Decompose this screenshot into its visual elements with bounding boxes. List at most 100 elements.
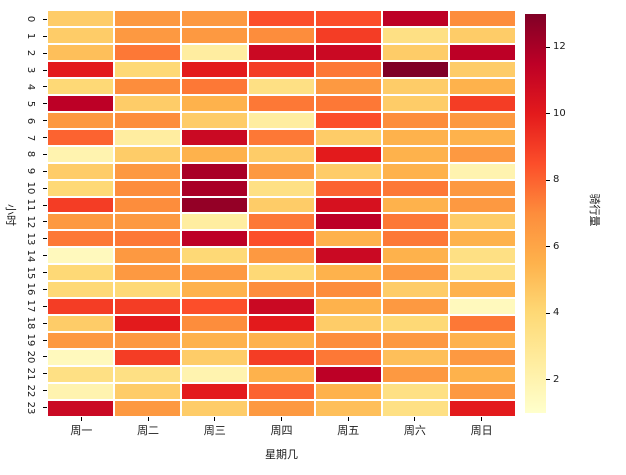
heatmap-cell <box>316 27 381 43</box>
heatmap-cell <box>115 180 180 196</box>
heatmap-cell <box>450 163 515 179</box>
heatmap-cell <box>383 180 448 196</box>
heatmap-cell <box>115 384 180 400</box>
y-tick-mark <box>43 35 47 37</box>
x-tick-label: 周二 <box>137 424 160 437</box>
y-tick-mark <box>43 153 47 155</box>
heatmap-cell <box>383 61 448 77</box>
heatmap-cell <box>316 333 381 349</box>
heatmap-cell <box>182 214 247 230</box>
heatmap-cell <box>182 231 247 247</box>
heatmap-cell <box>316 299 381 315</box>
heatmap-cell <box>450 248 515 264</box>
heatmap-cell <box>450 197 515 213</box>
heatmap-cell <box>450 180 515 196</box>
heatmap-cell <box>316 112 381 128</box>
heatmap-cell <box>316 367 381 383</box>
heatmap-cell <box>182 248 247 264</box>
y-tick-mark <box>43 356 47 358</box>
y-tick-mark <box>43 69 47 71</box>
heatmap-cell <box>48 44 113 60</box>
colorbar-title: 骑行量 <box>588 193 601 227</box>
heatmap-cell <box>48 299 113 315</box>
heatmap-cell <box>383 146 448 162</box>
heatmap-cell <box>450 61 515 77</box>
heatmap-cell <box>450 282 515 298</box>
heatmap-cell <box>450 299 515 315</box>
heatmap-cell <box>450 11 515 26</box>
heatmap-cell <box>115 333 180 349</box>
heatmap-cell <box>316 282 381 298</box>
heatmap-cell <box>182 61 247 77</box>
heatmap-cell <box>450 367 515 383</box>
colorbar-tick-mark <box>546 312 550 314</box>
y-tick-mark <box>43 103 47 105</box>
heatmap-cell <box>450 265 515 281</box>
colorbar-tick-mark <box>546 379 550 381</box>
heatmap-cell <box>182 180 247 196</box>
heatmap-cell <box>383 384 448 400</box>
y-tick-mark <box>43 255 47 257</box>
heatmap-cell <box>450 350 515 366</box>
heatmap-cell <box>115 112 180 128</box>
heatmap-cell <box>249 231 314 247</box>
heatmap-cell <box>316 248 381 264</box>
y-tick-mark <box>43 18 47 20</box>
heatmap-cell <box>383 350 448 366</box>
heatmap-cell <box>249 384 314 400</box>
heatmap-cell <box>182 11 247 26</box>
heatmap-cell <box>182 282 247 298</box>
heatmap-cell <box>383 112 448 128</box>
heatmap-cell <box>182 333 247 349</box>
heatmap-cell <box>316 95 381 111</box>
heatmap-cell <box>316 163 381 179</box>
heatmap-cell <box>182 299 247 315</box>
y-tick-mark <box>43 305 47 307</box>
heatmap-cell <box>316 129 381 145</box>
heatmap-cell <box>182 316 247 332</box>
heatmap-cell <box>115 214 180 230</box>
heatmap-cell <box>48 61 113 77</box>
heatmap-cell <box>316 146 381 162</box>
colorbar-tick-mark <box>546 113 550 115</box>
heatmap-cell <box>249 11 314 26</box>
heatmap-cell <box>48 78 113 94</box>
heatmap-cell <box>383 78 448 94</box>
heatmap-cell <box>249 248 314 264</box>
heatmap-cell <box>249 129 314 145</box>
colorbar-tick-mark <box>546 246 550 248</box>
heatmap-cell <box>115 265 180 281</box>
y-tick-mark <box>43 170 47 172</box>
heatmap-cell <box>383 367 448 383</box>
heatmap-cell <box>316 11 381 26</box>
colorbar-tick-mark <box>546 179 550 181</box>
heatmap-cell <box>383 129 448 145</box>
heatmap-cell <box>249 180 314 196</box>
heatmap-cell <box>316 231 381 247</box>
heatmap-cell <box>383 95 448 111</box>
heatmap-cell <box>115 95 180 111</box>
heatmap-cell <box>383 11 448 26</box>
heatmap-cell <box>316 78 381 94</box>
heatmap-cell <box>383 265 448 281</box>
heatmap-cell <box>182 384 247 400</box>
heatmap-cell <box>249 214 314 230</box>
heatmap-cell <box>450 214 515 230</box>
x-tick-mark <box>80 417 82 421</box>
heatmap-cell <box>249 146 314 162</box>
y-tick-mark <box>43 390 47 392</box>
y-axis-title: 小时 <box>4 204 17 226</box>
heatmap-cell <box>48 95 113 111</box>
heatmap-cell <box>249 78 314 94</box>
y-tick-mark <box>43 288 47 290</box>
heatmap-cell <box>48 27 113 43</box>
heatmap-cell <box>450 333 515 349</box>
heatmap-cell <box>316 350 381 366</box>
y-tick-mark <box>43 137 47 139</box>
heatmap-cell <box>182 401 247 416</box>
heatmap-cell <box>383 333 448 349</box>
heatmap-cell <box>450 112 515 128</box>
y-tick-mark <box>43 373 47 375</box>
x-tick-label: 周六 <box>403 424 426 437</box>
